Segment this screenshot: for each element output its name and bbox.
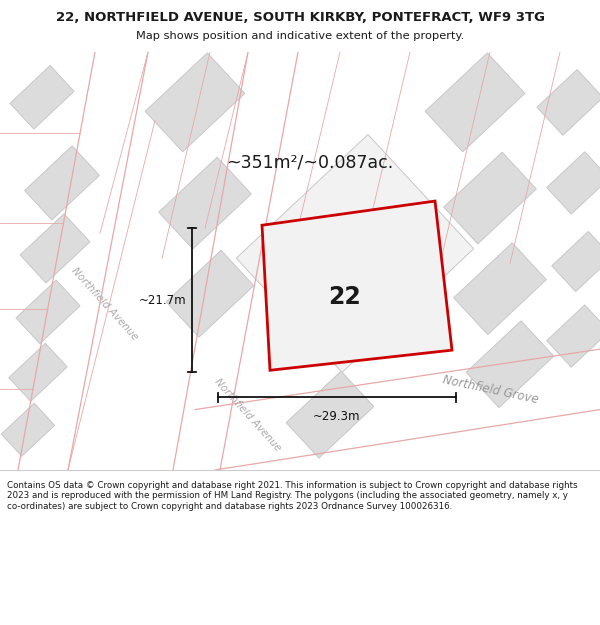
Polygon shape [195, 349, 600, 470]
Polygon shape [537, 69, 600, 135]
Text: 22: 22 [328, 285, 361, 309]
Polygon shape [16, 280, 80, 344]
Polygon shape [25, 146, 100, 220]
Text: Northfield Grove: Northfield Grove [441, 373, 539, 406]
Polygon shape [547, 305, 600, 367]
Polygon shape [466, 321, 554, 408]
Polygon shape [443, 152, 536, 244]
Polygon shape [425, 53, 525, 152]
Polygon shape [552, 231, 600, 292]
Text: Northfield Avenue: Northfield Avenue [213, 376, 283, 453]
Text: Map shows position and indicative extent of the property.: Map shows position and indicative extent… [136, 31, 464, 41]
Polygon shape [454, 242, 547, 334]
Polygon shape [262, 201, 452, 370]
Polygon shape [1, 403, 55, 456]
Text: Contains OS data © Crown copyright and database right 2021. This information is : Contains OS data © Crown copyright and d… [7, 481, 578, 511]
Text: 22, NORTHFIELD AVENUE, SOUTH KIRKBY, PONTEFRACT, WF9 3TG: 22, NORTHFIELD AVENUE, SOUTH KIRKBY, PON… [56, 11, 545, 24]
Polygon shape [0, 52, 600, 60]
Polygon shape [9, 343, 67, 401]
Polygon shape [286, 371, 374, 458]
Text: Northfield Avenue: Northfield Avenue [70, 266, 140, 342]
Polygon shape [20, 214, 90, 283]
Polygon shape [145, 53, 245, 152]
Polygon shape [166, 250, 254, 337]
Polygon shape [173, 52, 298, 470]
Polygon shape [236, 134, 473, 372]
Polygon shape [18, 52, 148, 470]
Text: ~29.3m: ~29.3m [313, 409, 361, 422]
Polygon shape [158, 158, 251, 249]
Polygon shape [547, 152, 600, 214]
Text: ~21.7m: ~21.7m [139, 294, 186, 307]
Text: ~351m²/~0.087ac.: ~351m²/~0.087ac. [226, 154, 394, 172]
Polygon shape [10, 66, 74, 129]
